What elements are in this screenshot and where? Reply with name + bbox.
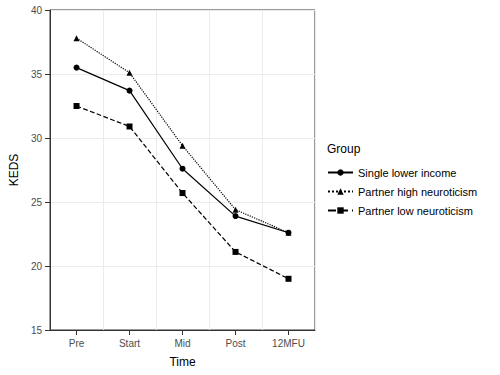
svg-text:25: 25 (31, 197, 43, 208)
svg-text:40: 40 (31, 5, 43, 16)
svg-text:Start: Start (119, 338, 140, 349)
svg-text:12MFU: 12MFU (272, 338, 305, 349)
svg-text:Partner low neuroticism: Partner low neuroticism (358, 205, 473, 217)
svg-text:Partner high neuroticism: Partner high neuroticism (358, 186, 477, 198)
svg-text:KEDS: KEDS (7, 154, 21, 187)
svg-text:15: 15 (31, 325, 43, 336)
svg-text:Post: Post (225, 338, 245, 349)
svg-text:Mid: Mid (174, 338, 190, 349)
svg-text:Single lower income: Single lower income (358, 167, 456, 179)
svg-text:Pre: Pre (69, 338, 85, 349)
svg-text:35: 35 (31, 69, 43, 80)
svg-text:Group: Group (327, 142, 361, 156)
svg-text:Time: Time (169, 355, 196, 369)
svg-text:20: 20 (31, 261, 43, 272)
svg-text:30: 30 (31, 133, 43, 144)
